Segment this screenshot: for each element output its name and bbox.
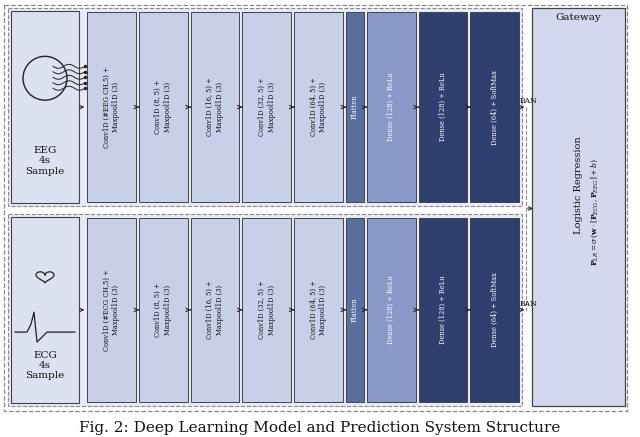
Bar — [346, 218, 364, 402]
Text: Flatten: Flatten — [351, 95, 359, 119]
Text: Dense (128) + ReLu: Dense (128) + ReLu — [439, 276, 447, 344]
Bar — [419, 12, 467, 202]
Bar — [367, 12, 415, 202]
Text: Dense (64) + SoftMax: Dense (64) + SoftMax — [491, 272, 499, 347]
Bar — [532, 8, 625, 406]
Text: Dense (128) + ReLu: Dense (128) + ReLu — [439, 73, 447, 141]
Bar — [294, 218, 343, 402]
Text: Dense (128) + ReLu: Dense (128) + ReLu — [387, 73, 395, 141]
Bar — [139, 12, 188, 202]
Bar — [243, 12, 291, 202]
Bar — [8, 214, 522, 406]
Bar — [87, 218, 136, 402]
Bar — [419, 218, 467, 402]
Text: Fig. 2: Deep Learning Model and Prediction System Structure: Fig. 2: Deep Learning Model and Predicti… — [79, 421, 561, 435]
Text: Logistic Regression: Logistic Regression — [574, 136, 583, 234]
Text: Conv1D (64, 5) +
Maxpool1D (3): Conv1D (64, 5) + Maxpool1D (3) — [310, 281, 327, 339]
Bar — [470, 12, 519, 202]
Bar — [243, 218, 291, 402]
Bar — [191, 218, 239, 402]
Bar — [367, 218, 415, 402]
Text: ECG
4s
Sample: ECG 4s Sample — [26, 350, 65, 380]
Text: Conv1D (#ECG CH,5) +
Maxpool1D (3): Conv1D (#ECG CH,5) + Maxpool1D (3) — [102, 269, 120, 350]
Bar — [346, 12, 364, 202]
Bar — [191, 12, 239, 202]
Text: Dense (128) + ReLu: Dense (128) + ReLu — [387, 276, 395, 344]
Text: Conv1D (32, 5) +
Maxpool1D (3): Conv1D (32, 5) + Maxpool1D (3) — [258, 281, 276, 339]
Text: Gateway: Gateway — [556, 14, 602, 22]
Text: Conv1D (32, 5) +
Maxpool1D (3): Conv1D (32, 5) + Maxpool1D (3) — [258, 78, 276, 136]
Bar — [294, 12, 343, 202]
Bar — [87, 12, 136, 202]
Text: Conv1D (8, 5) +
Maxpool1D (3): Conv1D (8, 5) + Maxpool1D (3) — [154, 80, 172, 134]
Text: Conv1D (8, 5) +
Maxpool1D (3): Conv1D (8, 5) + Maxpool1D (3) — [154, 283, 172, 337]
Text: Conv1D (16, 5) +
Maxpool1D (3): Conv1D (16, 5) + Maxpool1D (3) — [206, 78, 224, 136]
Bar — [470, 218, 519, 402]
Text: Conv1D (16, 5) +
Maxpool1D (3): Conv1D (16, 5) + Maxpool1D (3) — [206, 281, 224, 339]
Text: BAN: BAN — [520, 97, 538, 105]
Bar — [11, 11, 79, 203]
Text: Conv1D (64, 5) +
Maxpool1D (3): Conv1D (64, 5) + Maxpool1D (3) — [310, 78, 327, 136]
Bar — [11, 217, 79, 402]
Text: EEG
4s
Sample: EEG 4s Sample — [26, 146, 65, 176]
Bar — [8, 8, 522, 206]
Text: Dense (64) + SoftMax: Dense (64) + SoftMax — [491, 69, 499, 145]
Text: $\mathbf{P}_{LR} = \sigma(\mathbf{w} \cdot [\mathbf{P}_{ECG}, \mathbf{P}_{EEG}] : $\mathbf{P}_{LR} = \sigma(\mathbf{w} \cd… — [589, 158, 600, 266]
Text: Conv1D (#EEG CH,5) +
Maxpool1D (3): Conv1D (#EEG CH,5) + Maxpool1D (3) — [102, 66, 120, 148]
Text: BAN: BAN — [520, 300, 538, 308]
Text: Flatten: Flatten — [351, 298, 359, 322]
Bar — [139, 218, 188, 402]
